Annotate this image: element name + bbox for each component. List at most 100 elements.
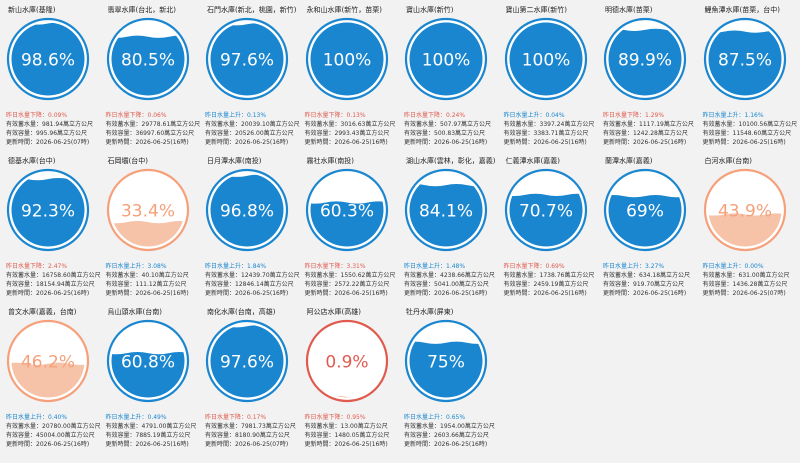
level-percent: 0.9% [325, 353, 368, 373]
effective-capacity-label: 有效容量： [304, 281, 335, 288]
reservoir-card: 湖山水庫(雲林，彰化，嘉義) 84.1% 昨日水量上升：1.48% 有效蓄水量：423… [400, 152, 500, 302]
reservoir-card: 牡丹水庫(屏東) 75% 昨日水量上升：0.65% 有效蓄水量：1954.00萬立方公… [400, 303, 500, 453]
effective-storage: 有效蓄水量：1550.62萬立方公尺 [305, 270, 396, 279]
effective-storage-value: 634.18萬立方公尺 [639, 272, 691, 279]
effective-capacity: 有效容量：11548.60萬立方公尺 [703, 128, 792, 137]
effective-capacity-label: 有效容量： [205, 281, 236, 288]
update-time-label: 更新時間： [6, 441, 37, 448]
effective-capacity: 有效容量：919.70萬立方公尺 [603, 279, 684, 288]
level-percent: 60.8% [120, 353, 174, 373]
effective-storage-label: 有效蓄水量： [503, 272, 540, 279]
reservoir-card: 霧社水庫(南投) 60.3% 昨日水量下降：3.31% 有效蓄水量：1550.62萬立… [301, 152, 401, 302]
update-time: 更新時間：2026-06-25(16時) [603, 288, 686, 297]
effective-storage-label: 有效蓄水量： [304, 272, 341, 279]
level-gauge: 92.3% [6, 168, 90, 252]
reservoir-card: 明德水庫(苗栗) 89.9% 昨日水量下降：1.29% 有效蓄水量：1117.19萬立… [599, 1, 699, 151]
reservoir-card: 日月潭水庫(南投) 96.8% 昨日水量上升：1.84% 有效蓄水量：12439.70… [201, 152, 301, 302]
update-time: 更新時間：2026-06-25(16時) [603, 137, 686, 146]
water-level-fill [708, 30, 781, 96]
update-time-value: 2026-06-25(16時) [135, 290, 189, 297]
effective-capacity: 有效容量：1242.28萬立方公尺 [603, 128, 688, 137]
level-gauge: 100% [504, 17, 587, 101]
update-time-label: 更新時間： [603, 290, 634, 297]
effective-storage-value: 20780.00萬立方公尺 [42, 423, 101, 430]
effective-storage-label: 有效蓄水量： [6, 121, 43, 128]
update-time-label: 更新時間： [105, 441, 136, 448]
effective-storage: 有效蓄水量：1954.00萬立方公尺 [404, 421, 495, 430]
daily-change: 昨日水量上升：0.00% [702, 263, 764, 270]
reservoir-name: 湖山水庫(雲林，彰化，嘉義) [406, 157, 496, 165]
effective-storage-label: 有效蓄水量： [404, 272, 441, 279]
daily-change: 昨日水量上升：0.04% [503, 112, 565, 119]
reservoir-card: 阿公店水庫(高雄) 0.9% 昨日水量下降：0.95% 有效蓄水量：13.00萬立方公… [301, 303, 401, 453]
update-time-label: 更新時間： [205, 290, 236, 297]
level-gauge: 87.5% [703, 17, 786, 101]
effective-capacity-label: 有效容量： [603, 130, 634, 137]
update-time-label: 更新時間： [702, 139, 733, 146]
effective-capacity-value: 2993.43萬立方公尺 [334, 130, 390, 137]
daily-change: 昨日水量下降：0.06% [105, 112, 167, 119]
water-level-fill [509, 22, 582, 96]
reservoir-card: 仁義潭水庫(嘉義) 70.7% 昨日水量下降：0.69% 有效蓄水量：1738.76萬… [500, 152, 600, 302]
effective-capacity: 有效容量：2993.43萬立方公尺 [305, 128, 390, 137]
effective-storage-label: 有效蓄水量： [205, 272, 242, 279]
reservoir-card: 寶山水庫(新竹) 100% 昨日水量下降：0.24% 有效蓄水量：507.97萬立方公… [400, 1, 500, 151]
effective-capacity-value: 919.70萬立方公尺 [633, 281, 685, 288]
level-gauge: 100% [404, 17, 488, 101]
effective-storage-label: 有效蓄水量： [205, 423, 242, 430]
effective-storage-value: 7981.73萬立方公尺 [241, 423, 296, 430]
effective-capacity-value: 5041.00萬立方公尺 [434, 281, 489, 288]
level-percent: 97.6% [220, 353, 274, 373]
effective-storage-value: 12439.70萬立方公尺 [241, 272, 300, 279]
effective-capacity-label: 有效容量： [404, 432, 435, 439]
effective-capacity: 有效容量：995.96萬立方公尺 [6, 128, 87, 137]
effective-capacity-label: 有效容量： [105, 281, 136, 288]
update-time: 更新時間：2026-06-25(07時) [703, 288, 786, 297]
daily-change: 昨日水量上升：0.65% [404, 414, 466, 421]
effective-capacity-label: 有效容量： [6, 130, 37, 137]
reservoir-name: 明德水庫(苗栗) [605, 6, 653, 14]
effective-capacity-value: 12846.14萬立方公尺 [235, 281, 294, 288]
effective-storage: 有效蓄水量：12439.70萬立方公尺 [205, 270, 300, 279]
update-time: 更新時間：2026-06-25(16時) [106, 288, 189, 297]
reservoir-name: 霧社水庫(南投) [306, 157, 354, 165]
effective-capacity-label: 有效容量： [205, 432, 236, 439]
effective-capacity-value: 1480.05萬立方公尺 [334, 432, 390, 439]
update-time-value: 2026-06-25(07時) [732, 290, 786, 297]
effective-storage-value: 3397.24萬立方公尺 [539, 121, 595, 128]
update-time-label: 更新時間： [404, 441, 435, 448]
level-percent: 60.3% [319, 202, 373, 222]
level-gauge: 97.6% [205, 319, 289, 403]
water-level-fill [708, 213, 781, 247]
update-time-label: 更新時間： [105, 139, 136, 146]
level-percent: 70.7% [518, 202, 572, 222]
effective-storage: 有效蓄水量：13.00萬立方公尺 [305, 421, 388, 430]
effective-capacity-label: 有效容量： [304, 130, 335, 137]
update-time: 更新時間：2026-06-25(16時) [6, 288, 89, 297]
level-percent: 100% [422, 51, 471, 71]
effective-storage-label: 有效蓄水量： [105, 272, 142, 279]
effective-capacity-label: 有效容量： [702, 130, 733, 137]
level-gauge: 80.5% [106, 17, 189, 101]
effective-capacity-label: 有效容量： [304, 432, 335, 439]
effective-storage: 有效蓄水量：4791.00萬立方公尺 [106, 421, 197, 430]
effective-capacity-label: 有效容量： [105, 130, 136, 137]
effective-capacity: 有效容量：12846.14萬立方公尺 [205, 279, 294, 288]
update-time: 更新時間：2026-06-25(16時) [205, 137, 288, 146]
update-time-label: 更新時間： [6, 139, 37, 146]
water-level-fill [111, 35, 184, 96]
effective-storage-label: 有效蓄水量： [6, 272, 43, 279]
daily-change: 昨日水量上升：1.48% [404, 263, 466, 270]
level-gauge: 89.9% [603, 17, 687, 101]
gauge-ring [305, 319, 388, 403]
effective-storage-value: 1738.76萬立方公尺 [539, 272, 595, 279]
update-time-label: 更新時間： [205, 441, 236, 448]
level-gauge: 100% [305, 17, 388, 101]
update-time-label: 更新時間： [603, 139, 634, 146]
update-time-label: 更新時間： [404, 290, 435, 297]
level-percent: 75% [427, 353, 465, 373]
update-time-value: 2026-06-25(16時) [334, 441, 388, 448]
update-time-value: 2026-06-25(16時) [36, 441, 90, 448]
daily-change: 昨日水量下降：0.09% [6, 112, 68, 119]
reservoir-name: 寶山第二水庫(新竹) [505, 6, 567, 14]
